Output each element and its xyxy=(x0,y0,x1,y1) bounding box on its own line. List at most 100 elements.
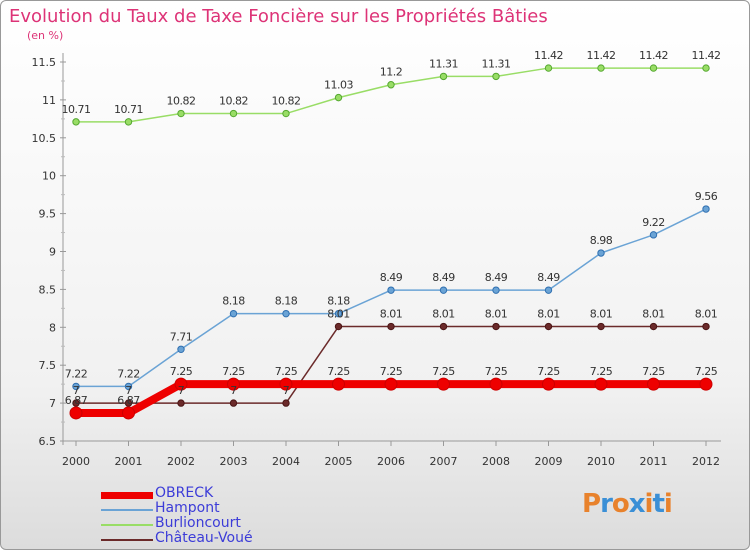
data-point xyxy=(437,377,450,391)
legend-label: Château-Voué xyxy=(155,530,253,546)
data-point xyxy=(544,286,553,294)
data-point xyxy=(387,286,395,294)
x-tick-label: 2006 xyxy=(377,455,405,468)
data-point xyxy=(597,322,605,331)
data-point xyxy=(492,322,500,331)
data-label: 11.2 xyxy=(380,66,403,79)
data-point xyxy=(122,406,135,420)
data-label: 9.22 xyxy=(642,216,665,229)
data-label: 7.25 xyxy=(695,365,718,378)
data-point xyxy=(702,64,710,72)
data-label: 11.03 xyxy=(324,79,353,92)
data-point xyxy=(72,382,80,391)
data-point xyxy=(387,81,395,89)
x-tick-label: 2004 xyxy=(272,455,300,468)
x-tick-label: 2008 xyxy=(482,455,510,468)
data-point xyxy=(229,109,238,118)
data-label: 8.49 xyxy=(537,271,560,284)
logo-letter: x xyxy=(628,489,646,519)
data-label: 9.56 xyxy=(695,190,718,203)
data-point xyxy=(649,322,658,331)
data-label: 7.25 xyxy=(485,365,508,378)
data-point xyxy=(597,64,605,72)
data-point xyxy=(124,118,133,126)
data-point xyxy=(439,286,448,294)
data-label: 8.18 xyxy=(275,295,298,308)
data-point xyxy=(597,249,605,257)
data-point xyxy=(124,382,133,391)
data-point xyxy=(702,205,710,213)
data-label: 8.49 xyxy=(485,271,508,284)
logo-letter: P xyxy=(582,489,601,519)
legend-swatch xyxy=(101,524,153,526)
data-label: 11.42 xyxy=(534,49,563,62)
data-label: 8.01 xyxy=(642,308,665,321)
legend-label: Hampont xyxy=(155,500,220,516)
data-label: 8.01 xyxy=(380,308,403,321)
data-point xyxy=(702,322,710,331)
data-point xyxy=(72,399,80,407)
y-tick-label: 6.5 xyxy=(39,435,57,448)
data-point xyxy=(647,377,660,391)
data-point xyxy=(334,322,343,331)
data-label: 11.42 xyxy=(587,49,616,62)
legend-label: OBRECK xyxy=(155,485,214,501)
proxiti-logo: Proxiti xyxy=(582,489,673,519)
y-tick-label: 8.5 xyxy=(39,283,57,296)
data-point xyxy=(492,286,500,294)
x-tick-label: 2011 xyxy=(640,455,668,468)
y-tick-label: 9 xyxy=(49,246,56,259)
data-point xyxy=(229,309,238,318)
data-label: 7 xyxy=(73,384,80,397)
x-tick-label: 2005 xyxy=(325,455,353,468)
data-label: 6.87 xyxy=(65,394,88,407)
data-label: 7.25 xyxy=(170,365,193,378)
data-label: 7.25 xyxy=(590,365,613,378)
x-tick-label: 2007 xyxy=(430,455,458,468)
data-label: 7 xyxy=(283,384,290,397)
logo-letter: r xyxy=(600,489,613,519)
data-label: 10.82 xyxy=(219,95,248,108)
data-label: 11.31 xyxy=(429,57,458,70)
data-label: 7.25 xyxy=(537,365,560,378)
data-label: 6.87 xyxy=(117,394,140,407)
data-label: 11.31 xyxy=(482,57,511,70)
data-point xyxy=(282,309,290,318)
data-label: 10.82 xyxy=(272,95,301,108)
data-point xyxy=(544,64,553,72)
data-point xyxy=(384,377,398,391)
legend-swatch xyxy=(101,509,153,511)
data-point xyxy=(699,377,713,391)
data-label: 8.01 xyxy=(485,308,508,321)
y-tick-label: 10.5 xyxy=(32,132,57,145)
data-point xyxy=(489,377,503,391)
data-point xyxy=(649,231,658,239)
chart-unit-label: (en %) xyxy=(27,29,64,42)
y-tick-label: 8 xyxy=(49,321,56,334)
x-tick-label: 2001 xyxy=(115,455,143,468)
data-point xyxy=(279,377,293,391)
data-label: 7.71 xyxy=(170,330,193,343)
x-tick-label: 2010 xyxy=(587,455,615,468)
data-label: 7 xyxy=(230,384,237,397)
data-point xyxy=(594,377,608,391)
data-point xyxy=(542,377,555,391)
y-tick-label: 11.5 xyxy=(32,56,57,69)
x-tick-label: 2000 xyxy=(62,455,90,468)
y-tick-label: 11 xyxy=(42,94,56,107)
data-label: 7 xyxy=(125,384,132,397)
data-label: 8.01 xyxy=(537,308,560,321)
data-label: 7.22 xyxy=(117,367,140,380)
data-point xyxy=(124,399,133,407)
data-point xyxy=(282,399,290,407)
data-label: 8.01 xyxy=(327,308,350,321)
data-label: 7.25 xyxy=(275,365,298,378)
data-label: 7.25 xyxy=(222,365,245,378)
x-tick-label: 2002 xyxy=(167,455,195,468)
data-point xyxy=(334,309,343,318)
data-point xyxy=(177,345,185,353)
y-tick-label: 7 xyxy=(49,397,56,410)
data-point xyxy=(332,377,345,391)
